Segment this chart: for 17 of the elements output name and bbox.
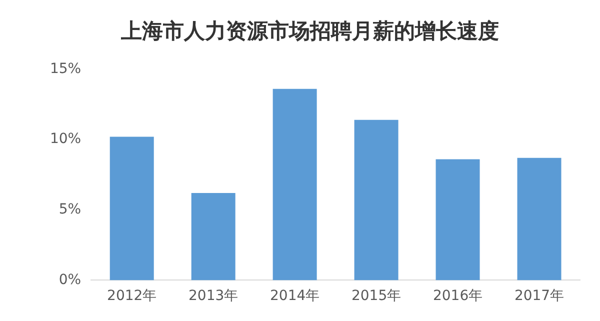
- x-tick-label: 2014年: [270, 288, 320, 304]
- x-tick-label: 2013年: [188, 288, 238, 304]
- x-tick-label: 2017年: [514, 288, 564, 304]
- y-tick-label: 5%: [58, 202, 82, 218]
- bar: [436, 159, 480, 280]
- y-tick-label: 15%: [50, 60, 82, 77]
- y-tick-label: 10%: [50, 131, 82, 148]
- bar: [191, 192, 236, 280]
- chart-title: 上海市人力资源市场招聘月薪的增长速度: [120, 18, 499, 44]
- x-tick-label: 2012年: [107, 288, 157, 304]
- bar: [110, 136, 154, 280]
- y-tick-label: 0%: [58, 272, 82, 288]
- bar: [272, 88, 317, 280]
- x-tick-label: 2015年: [351, 288, 402, 304]
- bar: [354, 120, 398, 280]
- x-tick-label: 2016年: [432, 288, 483, 304]
- bar: [517, 158, 562, 280]
